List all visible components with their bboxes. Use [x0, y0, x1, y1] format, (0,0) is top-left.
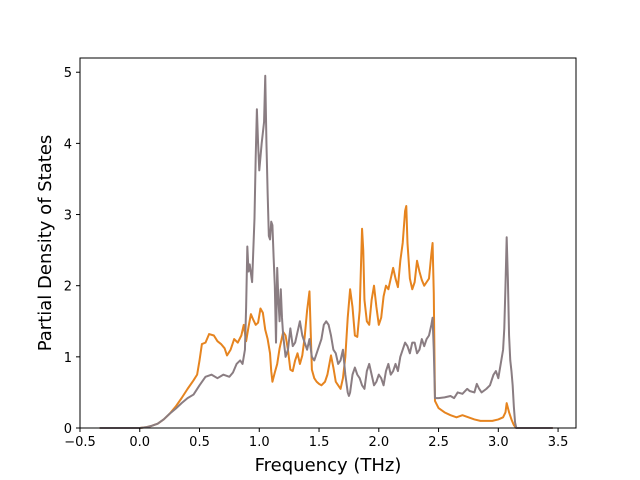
series-layer — [99, 74, 554, 429]
tick-layer: −0.5 0.0 0.5 1.0 1.5 2.0 2.5 3.0 3.5 0 1 2 3 4 5 — [64, 66, 569, 450]
x-tick-label: 0.0 — [129, 435, 150, 450]
y-tick-label: 3 — [64, 209, 72, 224]
y-axis-title: Partial Density of States — [35, 135, 56, 352]
x-tick-label: 1.0 — [249, 435, 270, 450]
x-tick-label: 1.5 — [309, 435, 330, 450]
y-tick-label: 2 — [64, 280, 72, 295]
y-tick-label: 1 — [64, 351, 72, 366]
y-tick-label: 5 — [64, 66, 72, 81]
series-line-2 — [99, 74, 554, 429]
x-axis-title: Frequency (THz) — [255, 455, 402, 476]
x-tick-label: 2.0 — [368, 435, 389, 450]
x-tick-label: 2.5 — [428, 435, 449, 450]
x-tick-label: −0.5 — [64, 435, 96, 450]
plot-frame — [79, 57, 577, 429]
y-tick-label: 0 — [64, 422, 72, 437]
y-tick-label: 4 — [64, 137, 72, 152]
x-tick-label: 0.5 — [189, 435, 210, 450]
series-line-1 — [99, 205, 554, 429]
x-tick-label: 3.5 — [548, 435, 569, 450]
x-tick-label: 3.0 — [488, 435, 509, 450]
